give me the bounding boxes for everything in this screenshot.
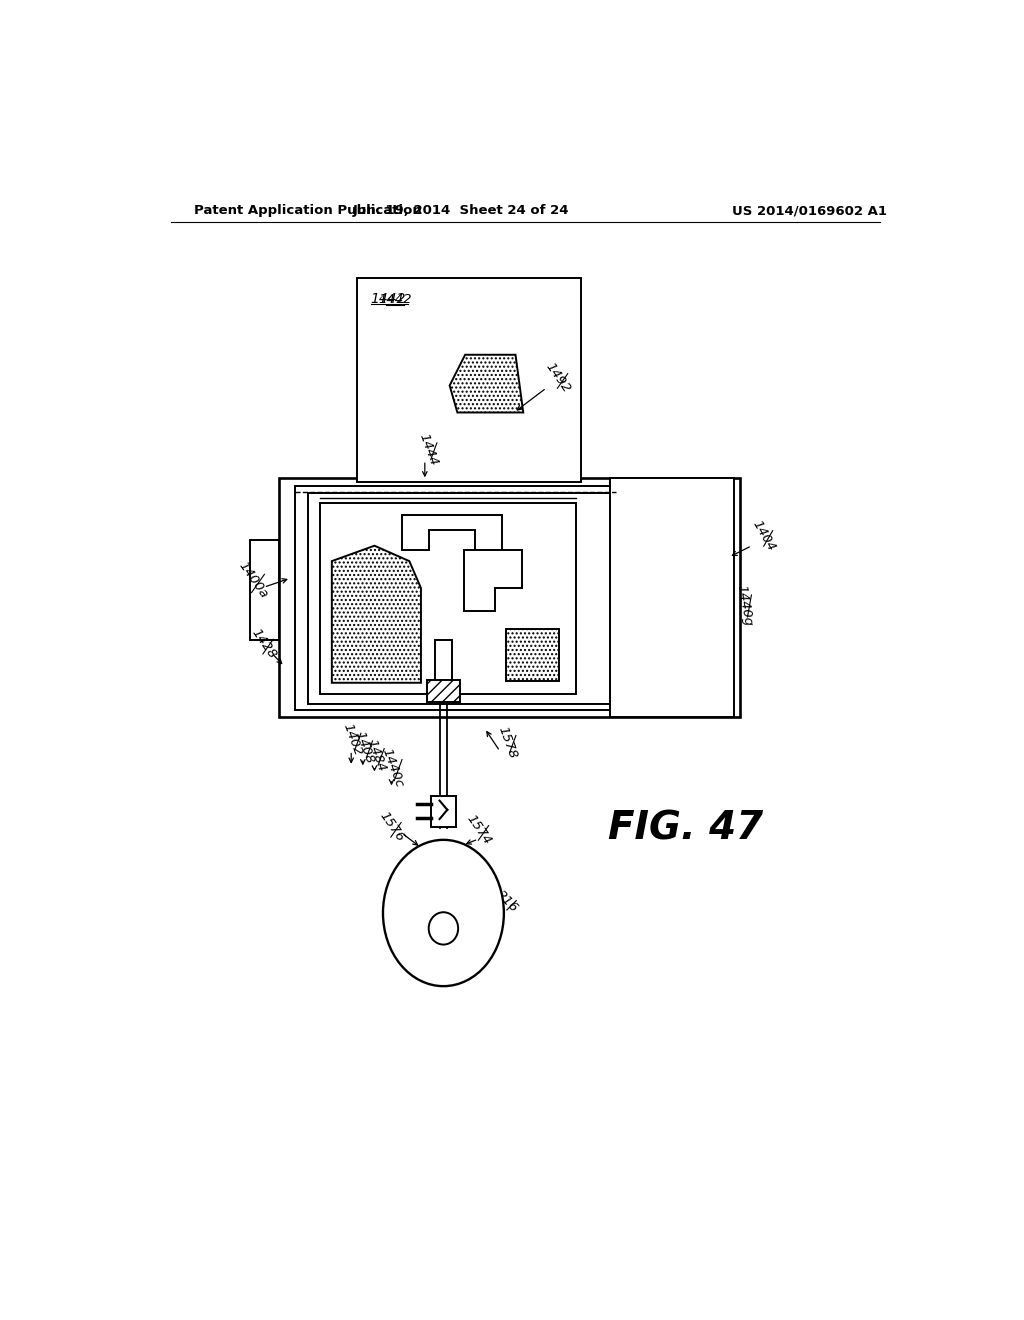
Text: 1440c: 1440c — [380, 747, 407, 789]
Text: 1492: 1492 — [543, 360, 573, 395]
Bar — [435, 640, 452, 690]
Text: 1578: 1578 — [496, 725, 519, 760]
Bar — [427, 681, 460, 702]
Text: 1490: 1490 — [466, 595, 493, 631]
Text: 1404: 1404 — [750, 517, 777, 553]
Bar — [295, 486, 616, 710]
Text: 1402: 1402 — [341, 722, 365, 758]
Ellipse shape — [383, 840, 504, 986]
Text: 1484: 1484 — [365, 737, 388, 774]
Text: 1444: 1444 — [417, 432, 440, 467]
Text: 1440g: 1440g — [734, 583, 754, 627]
Text: 1494: 1494 — [348, 565, 370, 602]
Bar — [321, 503, 575, 694]
Text: 216: 216 — [495, 888, 521, 915]
Text: 1486: 1486 — [419, 595, 444, 631]
Polygon shape — [464, 549, 521, 611]
Polygon shape — [332, 545, 421, 682]
Text: 1406: 1406 — [333, 549, 354, 585]
Text: 1412: 1412 — [463, 562, 490, 598]
Text: 1400a: 1400a — [237, 560, 270, 601]
Text: 1428: 1428 — [249, 626, 279, 661]
Text: 1408: 1408 — [352, 730, 376, 766]
Text: 1574: 1574 — [464, 812, 494, 847]
Bar — [431, 796, 456, 826]
Text: 1410: 1410 — [401, 521, 435, 535]
Text: Patent Application Publication: Patent Application Publication — [194, 205, 422, 218]
Bar — [280, 478, 740, 717]
Bar — [308, 494, 610, 705]
Text: 1414: 1414 — [507, 540, 532, 576]
Bar — [356, 277, 582, 482]
Ellipse shape — [429, 912, 458, 945]
Text: Jun. 19, 2014  Sheet 24 of 24: Jun. 19, 2014 Sheet 24 of 24 — [353, 205, 569, 218]
Text: US 2014/0169602 A1: US 2014/0169602 A1 — [732, 205, 888, 218]
Bar — [610, 478, 734, 717]
Bar — [250, 540, 280, 640]
Text: 1442: 1442 — [371, 292, 407, 306]
Polygon shape — [450, 355, 523, 412]
Text: 1442: 1442 — [379, 293, 412, 306]
Text: 1488: 1488 — [385, 587, 411, 623]
Text: 1576: 1576 — [377, 809, 407, 845]
Bar — [506, 628, 559, 681]
Text: FIG. 47: FIG. 47 — [608, 809, 764, 847]
Polygon shape — [401, 515, 503, 549]
